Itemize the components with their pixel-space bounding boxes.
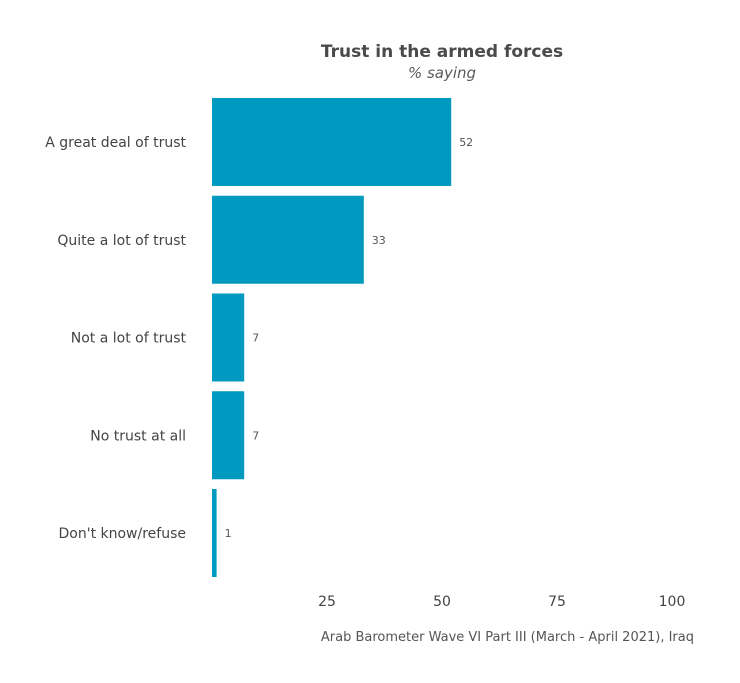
x-axis-ticks: 25 50 75 100	[318, 594, 685, 610]
value-label-0: 52	[459, 136, 473, 149]
category-labels: A great deal of trust Quite a lot of trus…	[45, 135, 186, 542]
bar-0	[212, 98, 452, 186]
category-label-0: A great deal of trust	[45, 135, 186, 151]
category-label-1: Quite a lot of trust	[57, 233, 186, 249]
chart-subtitle: % saying	[408, 64, 476, 82]
bar-1	[212, 195, 364, 284]
bars-group	[212, 98, 452, 577]
bar-4	[212, 489, 217, 577]
category-label-4: Don't know/refuse	[59, 526, 187, 542]
chart-caption: Arab Barometer Wave VI Part III (March -…	[321, 630, 694, 645]
x-tick-label-1: 50	[433, 594, 451, 610]
category-label-2: Not a lot of trust	[71, 331, 187, 347]
bar-2	[212, 293, 245, 382]
chart-title: Trust in the armed forces	[321, 42, 563, 62]
value-label-1: 33	[372, 234, 386, 247]
x-tick-label-2: 75	[548, 594, 566, 610]
value-label-4: 1	[225, 527, 232, 540]
category-label-3: No trust at all	[90, 428, 186, 444]
value-label-3: 7	[252, 429, 259, 442]
x-tick-label-3: 100	[659, 594, 686, 610]
value-label-2: 7	[252, 332, 259, 345]
bar-3	[212, 391, 245, 480]
x-tick-label-0: 25	[318, 594, 336, 610]
value-labels: 52 33 7 7 1	[225, 136, 474, 540]
